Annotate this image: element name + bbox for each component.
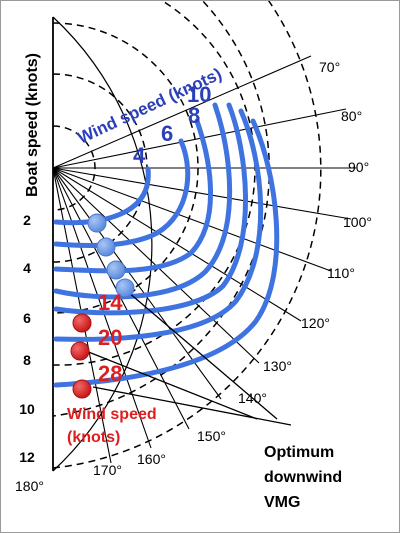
red-marker — [72, 379, 92, 399]
blue-marker — [106, 260, 126, 280]
curve-20kn — [53, 108, 264, 342]
leader-2 — [120, 285, 278, 420]
blue-markers — [87, 213, 135, 298]
speed-tick: 12 — [19, 449, 35, 465]
grid-arc-12 — [52, 1, 322, 469]
angle-tick: 90° — [348, 159, 369, 175]
angle-tick: 180° — [15, 478, 44, 494]
angle-tick: 100° — [343, 214, 372, 230]
angle-tick: 110° — [327, 265, 355, 281]
angle-tick: 120° — [301, 315, 330, 331]
radial-120 — [52, 167, 302, 322]
radial-70 — [52, 55, 312, 169]
vmg-annotation: Optimum — [264, 444, 334, 461]
radial-110 — [52, 167, 332, 272]
speed-tick: 4 — [23, 260, 31, 276]
vmg-annotation: VMG — [264, 494, 300, 511]
angle-tick: 130° — [263, 358, 292, 374]
leader-3 — [85, 350, 258, 420]
curve-8kn — [53, 118, 214, 274]
angle-tick: 170° — [93, 462, 122, 478]
angle-tick: 160° — [137, 451, 166, 467]
wind-speed-title-red-units: (knots) — [67, 429, 120, 446]
curve-label: 28 — [98, 361, 122, 386]
speed-tick: 2 — [23, 212, 31, 228]
angle-tick: 70° — [319, 59, 340, 75]
vmg-annotation: downwind — [264, 469, 342, 486]
curve-6kn — [53, 138, 191, 249]
curve-10kn — [53, 102, 233, 300]
speed-tick: 6 — [23, 310, 31, 326]
angle-tick: 80° — [341, 108, 362, 124]
speed-ticks: 2 4 6 8 10 12 — [19, 212, 35, 465]
curve-label: 14 — [98, 290, 123, 315]
vmg-leaders — [85, 285, 292, 426]
y-axis-label: Boat speed (knots) — [24, 53, 41, 197]
blue-marker — [96, 237, 116, 257]
red-marker — [70, 341, 90, 361]
curve-label: 6 — [161, 121, 173, 146]
red-marker — [72, 313, 92, 333]
curve-label: 20 — [98, 325, 122, 350]
speed-tick: 8 — [23, 352, 31, 368]
speed-tick: 10 — [19, 401, 35, 417]
radial-100 — [52, 167, 352, 220]
curve-label: 8 — [188, 103, 200, 128]
curve-28kn — [53, 118, 280, 388]
curve-14kn — [53, 102, 249, 316]
radial-80 — [52, 108, 347, 169]
curve-label: 4 — [133, 143, 146, 168]
radial-160 — [52, 167, 152, 449]
curve-label: 10 — [187, 82, 211, 107]
leader-1 — [92, 386, 292, 426]
wind-speed-title-red: Wind speed — [67, 406, 157, 423]
angle-ticks: 70° 80° 90° 100° 110° 120° 130° 140° 150… — [15, 59, 372, 494]
blue-marker — [87, 213, 107, 233]
angle-tick: 140° — [238, 390, 267, 406]
angle-tick: 150° — [197, 428, 226, 444]
polar-curves — [53, 102, 280, 388]
blue-marker — [115, 278, 135, 298]
red-markers — [70, 313, 92, 399]
